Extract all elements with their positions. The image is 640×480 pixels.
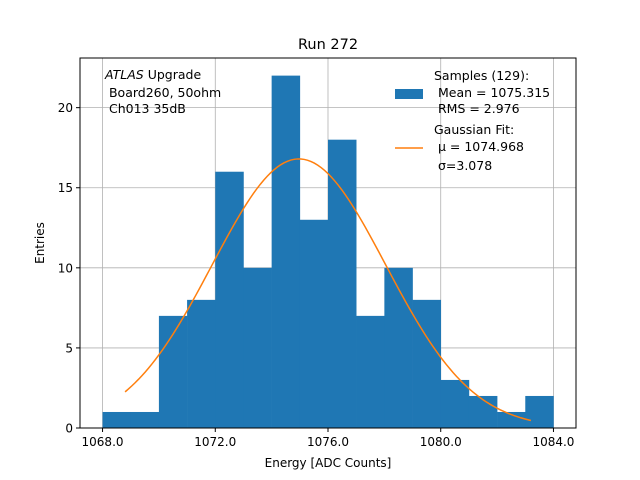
atlas-italic: ATLAS [104, 67, 144, 82]
axis-ticks: 1068.0 1072.0 1076.0 1080.0 1084.0 0 5 10 15 20 [58, 101, 575, 449]
svg-text:ATLAS Upgrade: ATLAS Upgrade [104, 67, 201, 82]
y-tick-label: 10 [58, 261, 73, 275]
histogram-bar [187, 299, 216, 428]
legend: Samples (129): Mean = 1075.315 RMS = 2.9… [395, 68, 550, 173]
histogram-bar [130, 411, 160, 428]
histogram-bar [102, 411, 132, 428]
atlas-upgrade: Upgrade [144, 67, 202, 82]
y-tick-label: 0 [65, 422, 73, 436]
histogram-bar [384, 267, 413, 428]
x-axis-label: Energy [ADC Counts] [265, 456, 392, 470]
legend-samples-rms: RMS = 2.976 [434, 101, 520, 116]
histogram-bar [271, 75, 301, 428]
legend-fit-mu: μ = 1074.968 [434, 139, 524, 154]
atlas-annotation: ATLAS Upgrade Board260, 50ohm Ch013 35dB [104, 67, 221, 116]
y-tick-label: 15 [58, 181, 73, 195]
histogram-bar [328, 139, 357, 429]
histogram-bars [102, 75, 554, 429]
histogram-bar [497, 411, 526, 428]
histogram-bar [468, 395, 498, 428]
histogram-bar [525, 395, 554, 428]
histogram-bar [440, 379, 470, 428]
chart-title: Run 272 [298, 37, 358, 53]
atlas-channel: Ch013 35dB [105, 101, 186, 116]
x-tick-label: 1080.0 [420, 435, 462, 449]
gaussian-fit-curve [124, 158, 532, 422]
histogram-bar [356, 315, 385, 428]
y-axis-label: Entries [33, 222, 47, 264]
histogram-bar [299, 219, 329, 428]
histogram-bar [243, 267, 272, 428]
y-tick-label: 5 [65, 341, 73, 355]
x-tick-label: 1084.0 [532, 435, 574, 449]
atlas-board: Board260, 50ohm [105, 85, 221, 100]
histogram-bar [412, 299, 442, 428]
legend-fit-title: Gaussian Fit: [434, 122, 514, 137]
x-tick-label: 1068.0 [82, 435, 124, 449]
legend-samples-mean: Mean = 1075.315 [434, 85, 550, 100]
histogram-bar [215, 171, 244, 428]
x-tick-label: 1072.0 [194, 435, 236, 449]
legend-samples-title: Samples (129): [434, 68, 529, 83]
legend-fit-sigma: σ=3.078 [434, 158, 492, 173]
x-tick-label: 1076.0 [307, 435, 349, 449]
legend-swatch-samples [395, 89, 423, 99]
y-tick-label: 20 [58, 101, 73, 115]
